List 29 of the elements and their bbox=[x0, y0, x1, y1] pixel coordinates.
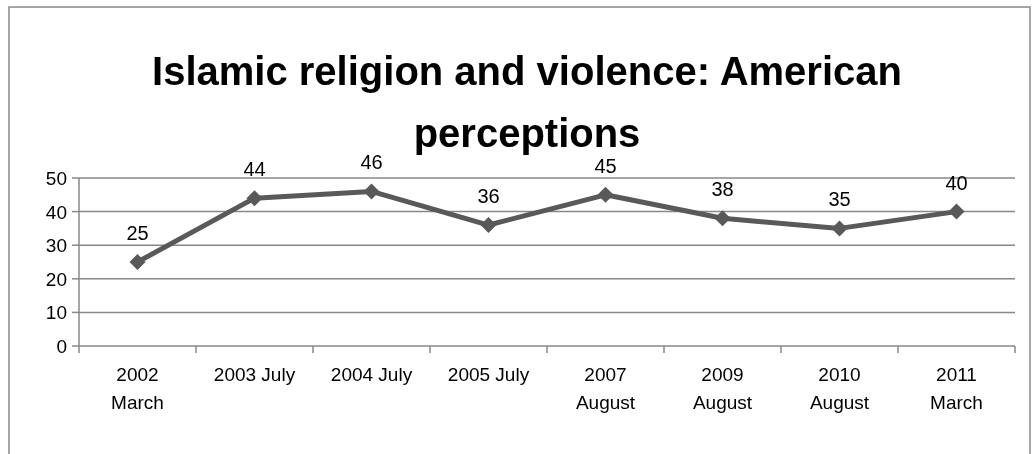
point bbox=[714, 210, 731, 227]
x-tick-label: 2004 July bbox=[330, 364, 413, 385]
point bbox=[948, 203, 965, 220]
x-tick-label: 2002 March bbox=[111, 364, 164, 413]
point bbox=[480, 217, 497, 234]
y-tick-label: 20 bbox=[45, 268, 67, 290]
point bbox=[363, 183, 380, 200]
data-label: 35 bbox=[828, 188, 851, 211]
x-tick-label: 2003 July bbox=[213, 364, 296, 385]
x-tick-label: 2005 July bbox=[447, 364, 530, 385]
y-tick-label: 30 bbox=[45, 235, 67, 257]
y-tick-label: 50 bbox=[45, 168, 67, 189]
point bbox=[246, 190, 263, 207]
x-tick-label: 2007 August bbox=[575, 364, 636, 413]
data-label: 44 bbox=[243, 158, 266, 181]
point bbox=[831, 220, 848, 237]
data-label: 25 bbox=[126, 222, 149, 244]
x-tick-label: 2009 August bbox=[692, 364, 753, 413]
y-tick-label: 10 bbox=[45, 302, 67, 324]
data-label: 45 bbox=[594, 154, 617, 177]
point bbox=[129, 254, 146, 270]
x-tick-label: 2010 August bbox=[809, 364, 870, 413]
data-label: 36 bbox=[477, 185, 500, 208]
point bbox=[597, 186, 614, 203]
x-tick-label: 2011 March bbox=[930, 364, 983, 413]
y-tick-label: 0 bbox=[56, 336, 67, 357]
data-label: 38 bbox=[711, 178, 734, 201]
data-label: 40 bbox=[945, 171, 968, 194]
y-tick-label: 40 bbox=[45, 201, 67, 223]
